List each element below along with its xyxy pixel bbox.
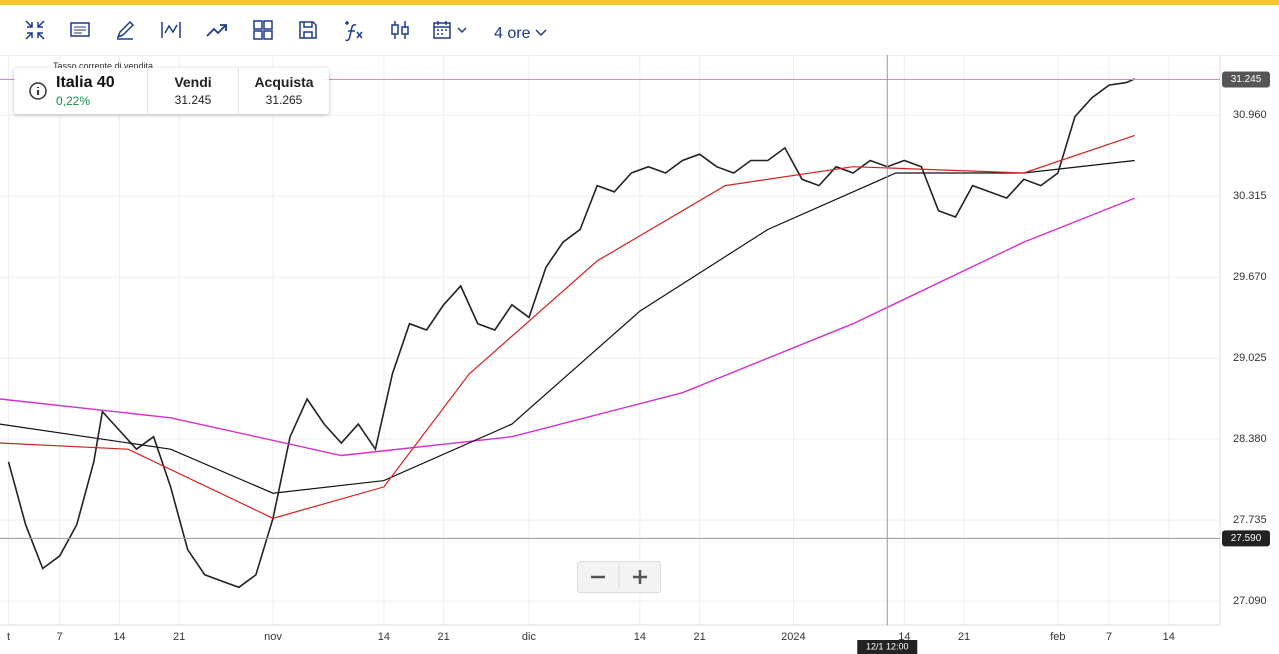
price-label: 31.245 bbox=[1231, 74, 1262, 85]
x-tick-label: 14 bbox=[634, 631, 646, 643]
price-series bbox=[0, 197, 1135, 457]
crosshair-x-badge bbox=[857, 640, 918, 654]
x-tick-label: 2024 bbox=[781, 631, 805, 643]
change: 0,22% bbox=[56, 94, 91, 108]
trend-icon[interactable] bbox=[205, 19, 229, 41]
buy-cell[interactable]: Acquista 31.265 bbox=[239, 74, 329, 107]
crosshair-x-label: 12/1 12:00 bbox=[866, 641, 909, 651]
price-series bbox=[0, 159, 1135, 494]
save-icon[interactable] bbox=[297, 19, 319, 41]
x-tick-label: 21 bbox=[693, 631, 705, 643]
x-tick-label: t bbox=[7, 631, 10, 643]
interval-label: 4 ore bbox=[494, 25, 531, 42]
x-tick-label: 14 bbox=[113, 631, 125, 643]
x-tick-label: 14 bbox=[378, 631, 390, 643]
y-tick-label: 27.735 bbox=[1233, 514, 1267, 526]
y-tick-label: 30.960 bbox=[1233, 109, 1267, 121]
x-tick-label: 7 bbox=[1106, 631, 1112, 643]
instrument-name: Italia 40 bbox=[56, 74, 115, 91]
divider bbox=[238, 68, 239, 114]
x-tick-label: 21 bbox=[958, 631, 970, 643]
crosshair-label: 27.590 bbox=[1231, 533, 1262, 544]
buy-label: Acquista bbox=[254, 74, 314, 90]
price-series bbox=[7, 78, 1136, 589]
info-icon[interactable] bbox=[28, 81, 48, 101]
x-tick-label: 21 bbox=[173, 631, 185, 643]
x-tick-label: 7 bbox=[57, 631, 63, 643]
buy-price: 31.265 bbox=[265, 93, 303, 107]
x-tick-label: 21 bbox=[438, 631, 450, 643]
indicator-icon[interactable] bbox=[160, 19, 182, 41]
interval-selector[interactable]: 4 ore bbox=[494, 25, 547, 43]
instrument-panel[interactable]: Italia 40 0,22% Vendi 31.245 Acquista 31… bbox=[14, 68, 329, 114]
sell-price: 31.245 bbox=[174, 93, 212, 107]
price-badge bbox=[1222, 71, 1270, 88]
function-icon[interactable] bbox=[342, 19, 366, 43]
zoom-buttons[interactable] bbox=[578, 562, 660, 592]
zoom-controls bbox=[577, 561, 661, 593]
sell-label: Vendi bbox=[174, 74, 212, 90]
draw-icon[interactable] bbox=[114, 19, 136, 41]
y-tick-label: 29.025 bbox=[1233, 352, 1267, 364]
divider bbox=[147, 68, 148, 114]
crosshair-badge bbox=[1222, 530, 1270, 547]
candle-icon[interactable] bbox=[389, 19, 411, 41]
price-series bbox=[0, 134, 1135, 519]
y-tick-label: 27.090 bbox=[1233, 595, 1267, 607]
y-tick-label: 28.380 bbox=[1233, 433, 1267, 445]
toolbar: 4 ore bbox=[0, 5, 1279, 55]
notes-icon[interactable] bbox=[69, 19, 91, 41]
x-tick-label: nov bbox=[264, 631, 282, 643]
chevron bbox=[535, 29, 547, 37]
sell-cell[interactable]: Vendi 31.245 bbox=[148, 74, 238, 107]
x-tick-label: 14 bbox=[1163, 631, 1175, 643]
x-tick-label: dic bbox=[522, 631, 537, 643]
y-tick-label: 29.670 bbox=[1233, 271, 1267, 283]
x-tick-label: feb bbox=[1050, 631, 1065, 643]
collapse-icon[interactable] bbox=[24, 19, 46, 41]
layout-icon[interactable] bbox=[252, 19, 274, 41]
x-tick-label: 14 bbox=[898, 631, 910, 643]
chart: 27.090 27.735 28.380 29.025 29.670 30.315 30.9… bbox=[0, 55, 1279, 654]
top-bar bbox=[0, 0, 1279, 5]
calendar-icon[interactable] bbox=[432, 19, 470, 41]
y-tick-label: 30.315 bbox=[1233, 190, 1267, 202]
tooltip: Tasso corrente di vendita bbox=[53, 61, 154, 71]
